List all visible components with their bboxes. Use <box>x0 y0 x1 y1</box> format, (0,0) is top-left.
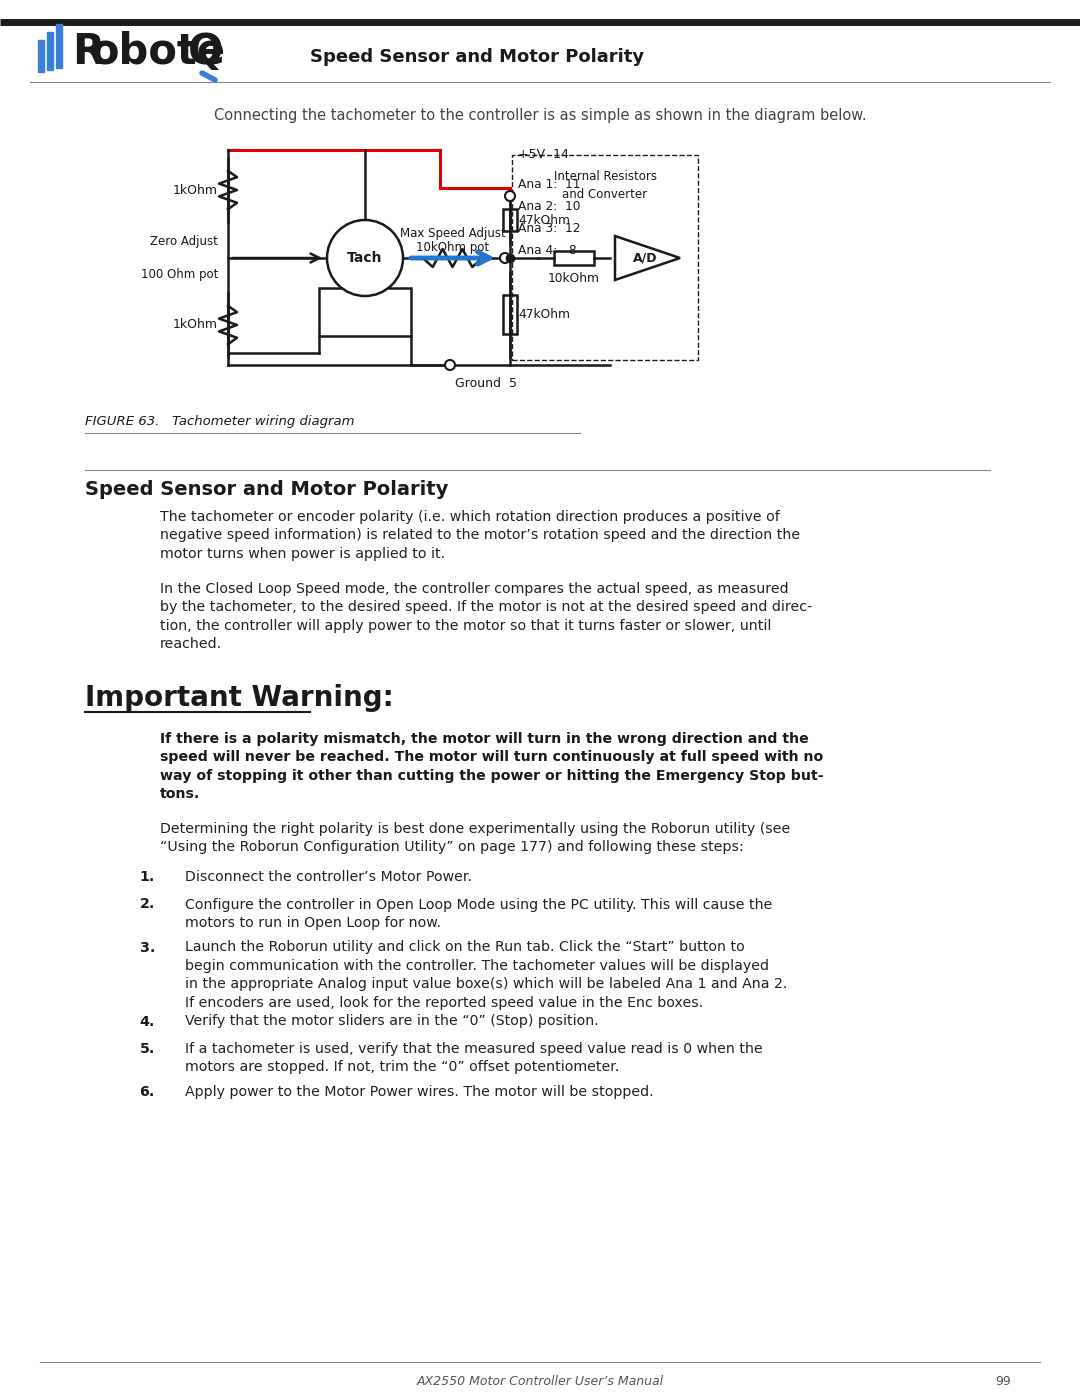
Circle shape <box>445 360 455 370</box>
Text: +5V  14: +5V 14 <box>518 148 569 162</box>
Circle shape <box>327 219 403 296</box>
Text: obote: obote <box>90 31 225 73</box>
Text: 1kOhm: 1kOhm <box>173 183 218 197</box>
Text: Configure the controller in Open Loop Mode using the PC utility. This will cause: Configure the controller in Open Loop Mo… <box>185 897 772 930</box>
Bar <box>319 288 411 337</box>
Text: Determining the right polarity is best done experimentally using the Roborun uti: Determining the right polarity is best d… <box>160 821 791 855</box>
Text: Zero Adjust: Zero Adjust <box>150 235 218 249</box>
Text: Tach: Tach <box>348 251 382 265</box>
Text: Q: Q <box>188 31 224 73</box>
Text: FIGURE 63.   Tachometer wiring diagram: FIGURE 63. Tachometer wiring diagram <box>85 415 354 427</box>
Text: 1kOhm: 1kOhm <box>173 319 218 331</box>
Bar <box>512 155 698 360</box>
Bar <box>56 24 62 68</box>
Text: Speed Sensor and Motor Polarity: Speed Sensor and Motor Polarity <box>85 481 448 499</box>
Text: The tachometer or encoder polarity (i.e. which rotation direction produces a pos: The tachometer or encoder polarity (i.e.… <box>160 510 800 560</box>
Text: 47kOhm: 47kOhm <box>518 307 570 321</box>
Circle shape <box>500 253 510 263</box>
Text: 47kOhm: 47kOhm <box>518 214 570 226</box>
Bar <box>48 32 53 70</box>
Bar <box>503 210 517 231</box>
Text: R: R <box>72 31 104 73</box>
Text: Ground  5: Ground 5 <box>455 377 517 390</box>
Text: 100 Ohm pot: 100 Ohm pot <box>140 268 218 281</box>
Text: 10kOhm pot: 10kOhm pot <box>416 242 489 254</box>
Text: Internal Resistors: Internal Resistors <box>554 170 657 183</box>
Text: Ana 4:   8: Ana 4: 8 <box>518 244 577 257</box>
Text: 99: 99 <box>995 1375 1011 1389</box>
Text: Ana 1:  11: Ana 1: 11 <box>518 179 581 191</box>
Text: Ana 2:  10: Ana 2: 10 <box>518 201 581 214</box>
Text: In the Closed Loop Speed mode, the controller compares the actual speed, as meas: In the Closed Loop Speed mode, the contr… <box>160 583 812 651</box>
Text: 4.: 4. <box>139 1014 156 1028</box>
Text: AX2550 Motor Controller User’s Manual: AX2550 Motor Controller User’s Manual <box>417 1375 663 1389</box>
Text: Speed Sensor and Motor Polarity: Speed Sensor and Motor Polarity <box>310 47 644 66</box>
Text: 2.: 2. <box>139 897 156 911</box>
Text: 10kOhm: 10kOhm <box>548 272 600 285</box>
Bar <box>554 251 594 265</box>
Text: 1.: 1. <box>139 870 156 884</box>
Text: Ana 3:  12: Ana 3: 12 <box>518 222 581 236</box>
Text: Connecting the tachometer to the controller is as simple as shown in the diagram: Connecting the tachometer to the control… <box>214 108 866 123</box>
Text: Verify that the motor sliders are in the “0” (Stop) position.: Verify that the motor sliders are in the… <box>185 1014 598 1028</box>
Text: Disconnect the controller’s Motor Power.: Disconnect the controller’s Motor Power. <box>185 870 472 884</box>
Text: 5.: 5. <box>139 1042 156 1056</box>
Bar <box>38 41 44 73</box>
Text: If there is a polarity mismatch, the motor will turn in the wrong direction and : If there is a polarity mismatch, the mot… <box>160 732 824 802</box>
Text: If a tachometer is used, verify that the measured speed value read is 0 when the: If a tachometer is used, verify that the… <box>185 1042 762 1074</box>
Bar <box>503 295 517 334</box>
Circle shape <box>505 191 515 201</box>
Text: Important Warning:: Important Warning: <box>85 685 394 712</box>
Text: Max Speed Adjust: Max Speed Adjust <box>400 226 505 240</box>
Text: A/D: A/D <box>633 251 658 264</box>
Text: 6.: 6. <box>139 1085 156 1099</box>
Text: and Converter: and Converter <box>563 189 648 201</box>
Text: Apply power to the Motor Power wires. The motor will be stopped.: Apply power to the Motor Power wires. Th… <box>185 1085 653 1099</box>
Text: 3.: 3. <box>139 940 156 954</box>
Text: Launch the Roborun utility and click on the Run tab. Click the “Start” button to: Launch the Roborun utility and click on … <box>185 940 787 1010</box>
